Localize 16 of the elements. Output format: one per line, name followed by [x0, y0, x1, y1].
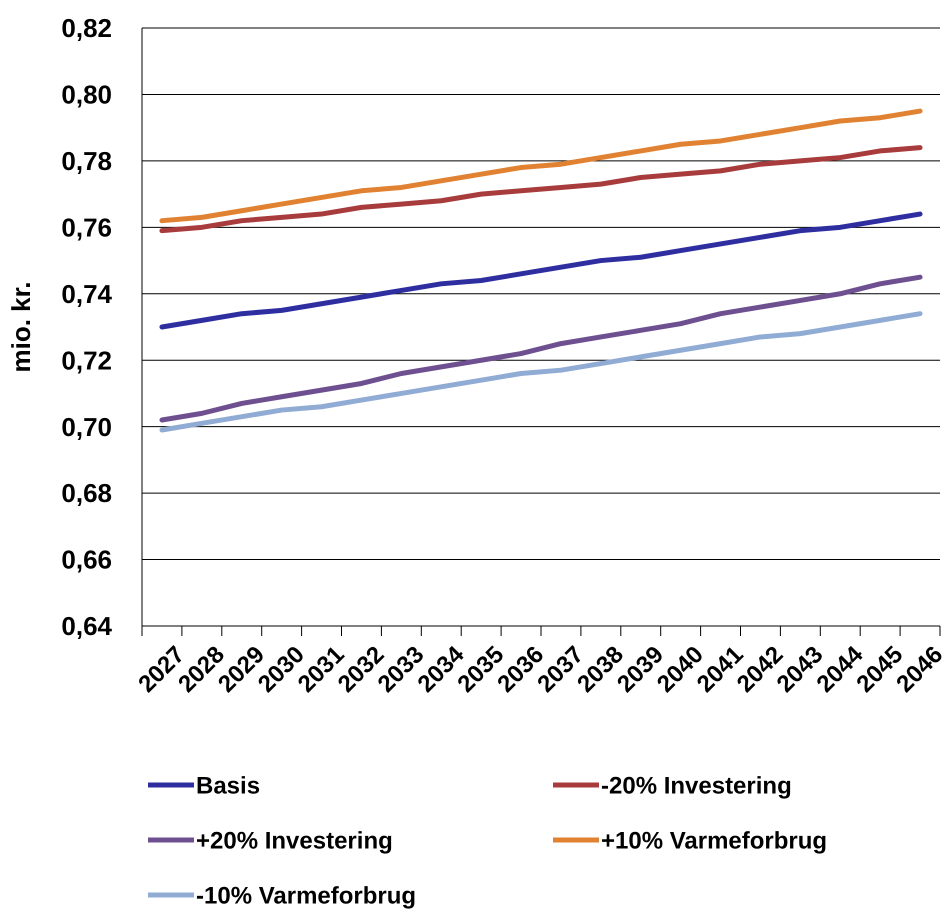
y-tick-label: 0,76: [61, 212, 112, 242]
y-tick-label: 0,82: [61, 13, 112, 44]
legend-label: Basis: [196, 772, 260, 800]
legend-label: -20% Investering: [601, 772, 792, 800]
y-tick-label: 0,72: [61, 345, 112, 376]
legend-label: +10% Varmeforbrug: [601, 827, 828, 854]
y-tick-label: 0,64: [61, 611, 113, 642]
y-axis-title: mio. kr.: [6, 281, 36, 373]
y-tick-label: 0,70: [61, 412, 112, 442]
y-tick-label: 0,78: [61, 146, 112, 176]
y-tick-label: 0,68: [61, 478, 112, 508]
legend-label: -10% Varmeforbrug: [196, 882, 416, 910]
y-tick-label: 0,74: [61, 278, 113, 309]
legend-label: +20% Investering: [196, 827, 393, 854]
y-tick-label: 0,66: [61, 544, 112, 575]
y-tick-label: 0,80: [61, 80, 112, 110]
